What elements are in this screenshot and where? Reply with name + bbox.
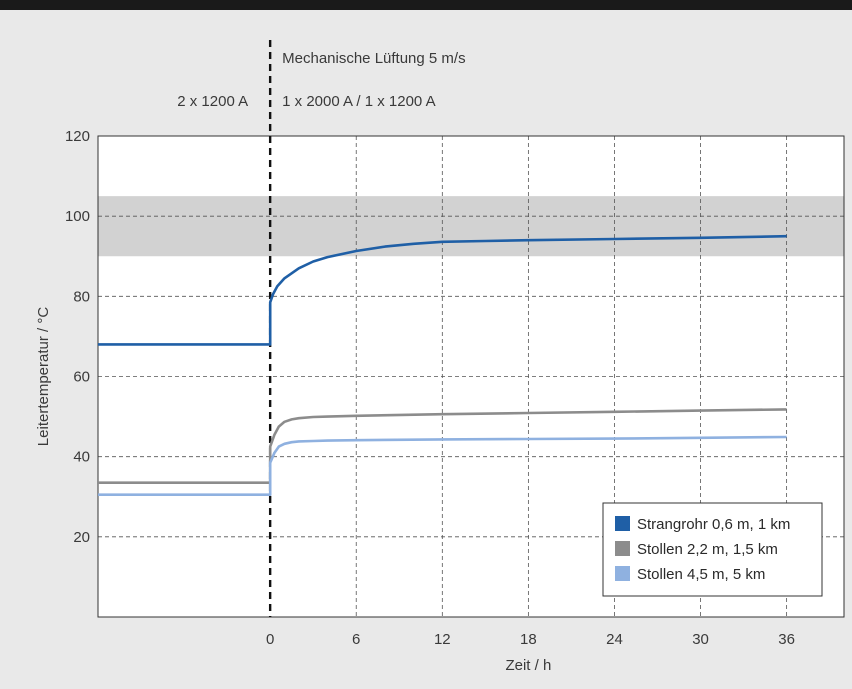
x-tick-label: 30 [692,631,709,648]
legend-label-2: Stollen 2,2 m, 1,5 km [637,541,778,558]
y-tick-label: 100 [65,208,90,225]
x-tick-label: 24 [606,631,623,648]
y-tick-label: 80 [73,288,90,305]
temperature-band [98,196,844,257]
x-tick-label: 18 [520,631,537,648]
series-line-1 [98,234,787,346]
legend-swatch-1 [615,516,630,531]
legend-swatch-2 [615,541,630,556]
y-tick-label: 120 [65,128,90,145]
annotation-ventilation: Mechanische Lüftung 5 m/s [282,50,465,67]
legend-box [602,502,823,597]
legend-label-1: Strangrohr 0,6 m, 1 km [637,516,790,533]
x-tick-label: 0 [266,631,274,648]
y-tick-label: 20 [73,529,90,546]
series-line-3 [98,435,787,497]
y-tick-label: 40 [73,449,90,466]
legend-label-3: Stollen 4,5 m, 5 km [637,566,765,583]
x-tick-label: 36 [778,631,795,648]
annotation-after: 1 x 2000 A / 1 x 1200 A [282,93,435,110]
plot-border [97,135,845,618]
x-tick-label: 12 [434,631,451,648]
legend-swatch-3 [615,566,630,581]
top-bar [0,0,852,10]
x-tick-label: 6 [352,631,360,648]
y-axis-label: Leitertemperatur / °C [35,307,52,447]
y-tick-label: 60 [73,369,90,386]
x-axis-label: Zeit / h [505,657,551,674]
annotation-before: 2 x 1200 A [177,93,248,110]
series-line-2 [98,408,787,485]
